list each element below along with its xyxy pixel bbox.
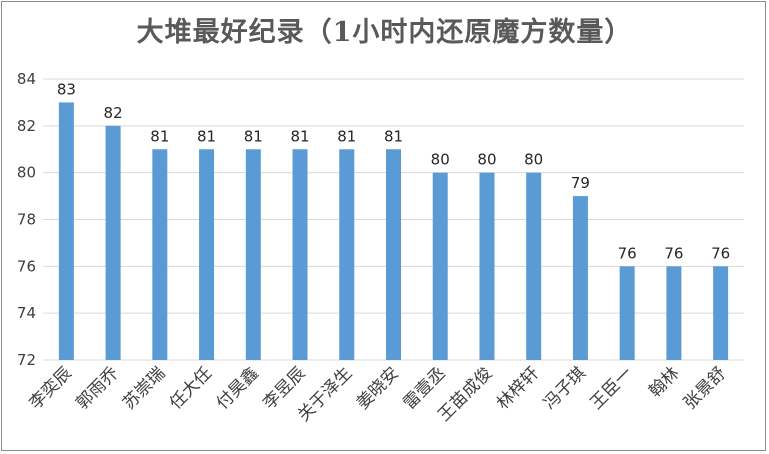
bar	[572, 196, 588, 360]
y-tick-label: 84	[17, 70, 36, 88]
bar	[339, 149, 355, 360]
data-label: 81	[197, 127, 216, 145]
x-tick-label: 林梓轩	[493, 363, 543, 413]
bar	[105, 125, 121, 360]
data-label: 81	[337, 127, 356, 145]
bar	[386, 149, 401, 360]
data-label: 81	[384, 127, 403, 145]
x-tick-label: 张景舒	[680, 363, 730, 413]
chart-title: 大堆最好纪录（1小时内还原魔方数量）	[136, 17, 633, 48]
data-label: 80	[524, 151, 543, 169]
bar	[58, 102, 74, 361]
x-tick-label: 李奕辰	[26, 363, 76, 413]
data-label: 76	[664, 244, 683, 262]
y-tick-label: 72	[17, 351, 36, 369]
x-tick-label: 苏崇瑞	[119, 363, 169, 413]
x-tick-label: 付昊鑫	[213, 363, 263, 413]
data-label: 81	[244, 127, 263, 145]
bar	[479, 172, 495, 360]
x-tick-label: 任大任	[166, 363, 216, 413]
y-tick-label: 74	[17, 304, 36, 322]
x-tick-label: 冯子琪	[540, 363, 590, 413]
data-label: 80	[431, 151, 450, 169]
data-label: 76	[711, 244, 730, 262]
data-label: 76	[618, 244, 637, 262]
y-tick-label: 76	[17, 257, 36, 275]
data-label: 82	[104, 104, 123, 122]
bar	[666, 266, 682, 360]
data-label: 83	[57, 80, 76, 98]
data-label: 79	[571, 174, 590, 192]
y-tick-label: 82	[17, 117, 36, 135]
bar	[245, 149, 261, 360]
bar	[152, 149, 168, 360]
data-label: 81	[150, 127, 169, 145]
bar	[292, 149, 308, 360]
bar	[526, 172, 542, 360]
y-tick-label: 78	[17, 211, 36, 229]
data-label: 81	[290, 127, 309, 145]
bar	[619, 266, 635, 360]
bar	[432, 172, 448, 360]
x-tick-label: 姜晓安	[353, 363, 403, 413]
x-tick-label: 翰林	[645, 363, 683, 401]
bar	[713, 266, 729, 360]
x-tick-label: 王臣一	[586, 363, 636, 413]
data-label: 80	[477, 151, 496, 169]
y-tick-label: 80	[17, 164, 36, 182]
bar	[199, 149, 215, 360]
x-tick-label: 郭雨乔	[72, 363, 122, 413]
